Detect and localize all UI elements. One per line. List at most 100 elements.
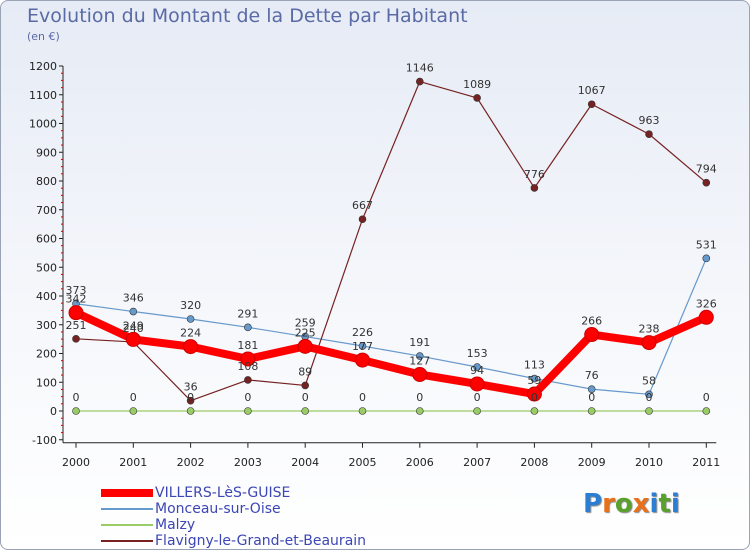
series-line-0 bbox=[72, 308, 711, 399]
y-tick-label: 1200 bbox=[29, 60, 57, 73]
series-point-1 bbox=[415, 352, 424, 360]
y-tick-label: 900 bbox=[36, 146, 57, 159]
series-line-1 bbox=[75, 257, 707, 395]
data-label: 346 bbox=[123, 292, 144, 305]
series-point-1 bbox=[244, 323, 252, 332]
series-point-2 bbox=[530, 407, 539, 415]
data-label: 76 bbox=[585, 369, 599, 382]
x-tick-label: 2002 bbox=[177, 456, 205, 469]
data-label: 191 bbox=[409, 336, 430, 349]
data-label: 36 bbox=[184, 381, 198, 394]
data-label: 240 bbox=[123, 322, 144, 335]
logo-letter: x bbox=[632, 489, 650, 519]
logo-letter: i bbox=[649, 489, 659, 519]
legend-item: Flavigny-le-Grand-et-Beaurain bbox=[101, 533, 366, 549]
data-label: 249 bbox=[123, 319, 144, 332]
legend-item: Monceau-sur-Oise bbox=[101, 501, 366, 517]
data-label: 0 bbox=[244, 391, 251, 404]
data-label: 59 bbox=[527, 374, 541, 387]
data-label: 1146 bbox=[406, 62, 434, 75]
x-tick-label: 2005 bbox=[349, 456, 377, 469]
data-label: 1089 bbox=[463, 78, 491, 91]
x-tick-label: 2006 bbox=[406, 456, 434, 469]
series-point-0 bbox=[297, 338, 313, 354]
series-point-2 bbox=[415, 407, 424, 415]
series-point-2 bbox=[473, 407, 481, 415]
logo-letter: t bbox=[658, 489, 671, 519]
data-label: 0 bbox=[703, 391, 710, 404]
legend-swatch bbox=[101, 540, 153, 542]
y-tick-label: -100 bbox=[32, 434, 57, 447]
series-point-2 bbox=[702, 407, 711, 415]
series-point-1 bbox=[186, 315, 195, 323]
data-label: 794 bbox=[696, 163, 717, 176]
y-tick-label: 600 bbox=[36, 233, 57, 246]
series-point-1 bbox=[587, 385, 596, 393]
data-label: 153 bbox=[467, 347, 488, 360]
logo-letter: o bbox=[614, 489, 633, 519]
legend-label: VILLERS-LèS-GUISE bbox=[155, 485, 291, 501]
x-tick-label: 2001 bbox=[119, 456, 147, 469]
data-label: 0 bbox=[187, 391, 194, 404]
y-tick-label: 0 bbox=[50, 405, 57, 418]
y-tick-label: 200 bbox=[36, 348, 57, 361]
series-point-0 bbox=[125, 331, 141, 347]
series-point-3 bbox=[244, 376, 252, 384]
data-label: 238 bbox=[639, 323, 660, 336]
x-tick-label: 2011 bbox=[692, 456, 720, 469]
data-label: 226 bbox=[352, 326, 373, 339]
data-label: 0 bbox=[359, 391, 366, 404]
x-tick-label: 2003 bbox=[234, 456, 262, 469]
x-tick-label: 2007 bbox=[463, 456, 491, 469]
series-point-3 bbox=[301, 381, 310, 390]
series-point-2 bbox=[129, 407, 138, 415]
series-point-3 bbox=[186, 396, 195, 405]
data-label: 225 bbox=[295, 326, 316, 339]
x-tick-label: 2004 bbox=[291, 456, 319, 469]
data-label: 0 bbox=[302, 391, 309, 404]
data-label: 127 bbox=[409, 354, 430, 367]
logo-letter: i bbox=[670, 489, 680, 519]
data-label: 108 bbox=[237, 360, 258, 373]
data-label: 776 bbox=[524, 168, 545, 181]
data-label: 0 bbox=[588, 391, 595, 404]
series-point-2 bbox=[587, 407, 596, 415]
data-label: 320 bbox=[180, 299, 201, 312]
data-label: 667 bbox=[352, 199, 373, 212]
data-label: 177 bbox=[352, 340, 373, 353]
y-tick-label: 1000 bbox=[29, 118, 57, 131]
chart-unit-label: (en €) bbox=[27, 30, 60, 43]
x-tick-label: 2008 bbox=[520, 456, 548, 469]
legend-label: Flavigny-le-Grand-et-Beaurain bbox=[155, 533, 367, 549]
series-point-3 bbox=[530, 184, 539, 192]
series-point-0 bbox=[355, 352, 370, 368]
series-point-2 bbox=[301, 407, 310, 415]
data-label: 0 bbox=[416, 391, 423, 404]
series-point-0 bbox=[183, 339, 199, 355]
data-label: 0 bbox=[130, 391, 137, 404]
series-point-0 bbox=[240, 351, 256, 367]
legend-label: Monceau-sur-Oise bbox=[155, 501, 281, 517]
series-point-3 bbox=[358, 215, 367, 224]
series-point-1 bbox=[645, 390, 653, 399]
y-tick-label: 300 bbox=[36, 319, 57, 332]
data-label: 113 bbox=[524, 359, 545, 372]
data-label: 326 bbox=[696, 297, 717, 310]
data-label: 342 bbox=[66, 293, 87, 306]
series-point-3 bbox=[645, 130, 653, 138]
series-point-0 bbox=[526, 386, 542, 402]
x-tick-label: 2000 bbox=[62, 456, 90, 469]
data-label: 963 bbox=[639, 114, 660, 127]
y-tick-label: 400 bbox=[36, 290, 57, 303]
series-point-0 bbox=[641, 335, 657, 351]
data-label: 531 bbox=[696, 238, 717, 251]
x-tick-label: 2009 bbox=[578, 456, 606, 469]
data-label: 0 bbox=[73, 391, 80, 404]
data-label: 0 bbox=[646, 391, 653, 404]
proxiti-logo: Proxiti bbox=[583, 489, 680, 519]
data-label: 259 bbox=[295, 317, 316, 330]
data-label: 89 bbox=[298, 365, 312, 378]
y-tick-label: 500 bbox=[36, 261, 57, 274]
